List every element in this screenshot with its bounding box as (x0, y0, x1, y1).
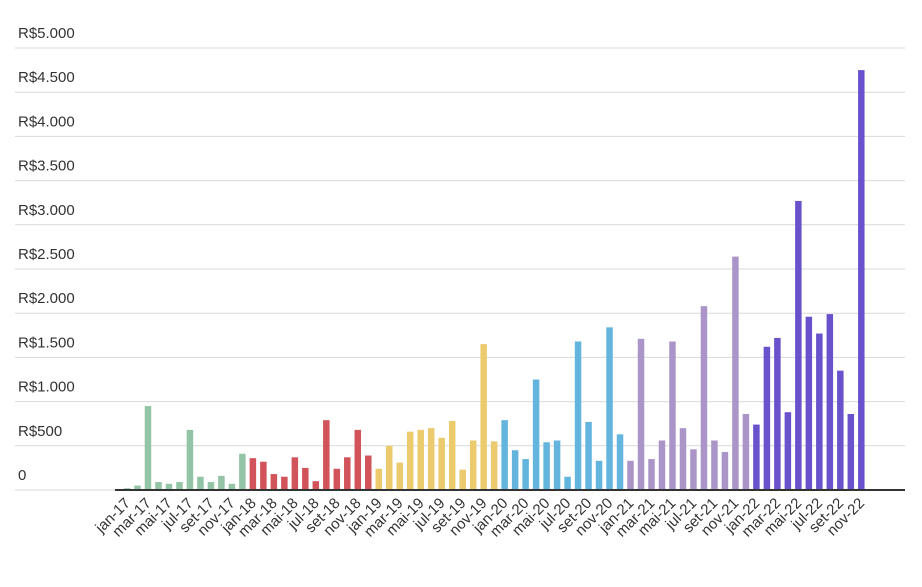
bar (564, 476, 571, 490)
bar (417, 429, 424, 490)
bar (406, 431, 414, 490)
bar (816, 333, 823, 490)
bar (354, 429, 362, 490)
bar (585, 421, 592, 490)
y-tick-label: R$4.500 (18, 69, 75, 86)
bar (260, 461, 267, 490)
bar (858, 70, 865, 490)
bar (386, 445, 393, 490)
bar (574, 341, 582, 490)
bar (648, 459, 655, 490)
bar (176, 482, 183, 490)
bar (826, 314, 834, 490)
bar (427, 428, 435, 490)
y-tick-label: R$3.500 (18, 158, 75, 175)
y-tick-label: 0 (18, 467, 26, 484)
bar (144, 406, 152, 490)
bar (501, 420, 508, 490)
bar (742, 413, 750, 490)
bar (690, 449, 697, 490)
bar (281, 476, 288, 490)
bar (312, 481, 320, 490)
bar (323, 420, 330, 490)
bar (553, 440, 561, 490)
bar (365, 455, 372, 490)
bar (595, 460, 603, 490)
y-tick-label: R$5.000 (18, 25, 75, 42)
bar (249, 458, 257, 490)
bar (480, 344, 487, 490)
bar (637, 338, 645, 490)
bar (543, 442, 550, 490)
bar (795, 200, 802, 490)
bar (333, 468, 341, 490)
y-tick-label: R$4.000 (18, 113, 75, 130)
bar (774, 337, 781, 490)
bar (134, 485, 141, 490)
bar (763, 346, 771, 490)
bar (197, 476, 204, 490)
bar (700, 306, 708, 490)
bar (459, 469, 466, 490)
bar (847, 413, 855, 490)
bar (669, 341, 676, 490)
bar (302, 467, 309, 490)
bar (606, 327, 613, 490)
bar (784, 412, 792, 490)
bar (721, 451, 729, 490)
bar (658, 440, 666, 490)
bar (291, 457, 299, 490)
bar (711, 440, 718, 490)
y-tick-label: R$3.000 (18, 202, 75, 219)
bar (344, 457, 351, 490)
bar (616, 434, 624, 490)
y-tick-label: R$500 (18, 423, 62, 440)
bar (270, 474, 278, 490)
y-tick-label: R$1.000 (18, 379, 75, 396)
bar (837, 370, 844, 490)
bar (218, 475, 225, 490)
bar (522, 459, 529, 490)
bar (511, 450, 519, 490)
bar (627, 460, 634, 490)
bar (155, 482, 162, 490)
bar (375, 468, 383, 490)
bar (805, 316, 813, 490)
y-tick-label: R$1.500 (18, 334, 75, 351)
bar (469, 440, 477, 490)
bar (532, 379, 540, 490)
bar (165, 483, 173, 490)
y-tick-label: R$2.500 (18, 246, 75, 263)
bar (186, 429, 194, 490)
bar (448, 421, 456, 490)
y-tick-label: R$2.000 (18, 290, 75, 307)
bar (679, 428, 687, 490)
bar (207, 482, 215, 490)
bar (438, 437, 445, 490)
bar (490, 441, 498, 490)
bar (732, 256, 739, 490)
bar (396, 462, 403, 490)
bar (228, 483, 236, 490)
bar (753, 424, 760, 490)
bar (239, 453, 246, 490)
